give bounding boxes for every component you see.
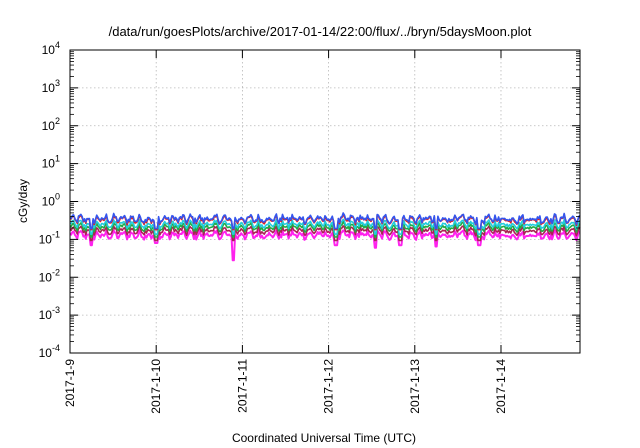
series-line <box>69 228 581 262</box>
y-tick-label: 10-2 <box>39 267 60 284</box>
x-tick-labels: 2017-1-9 2017-1-10 2017-1-11 2017-1-12 2017-… <box>63 359 508 414</box>
x-axis-label: Coordinated Universal Time (UTC) <box>232 431 416 445</box>
y-tick-label: 100 <box>42 192 60 209</box>
x-tick-label: 2017-1-11 <box>235 359 249 413</box>
y-axis-label: cGy/day <box>16 179 30 223</box>
y-tick-label: 10-1 <box>39 229 60 246</box>
series-line <box>69 212 581 230</box>
series-line <box>69 218 581 235</box>
series-line <box>69 224 581 242</box>
ticks <box>69 49 580 354</box>
x-tick-label: 2017-1-14 <box>494 359 508 414</box>
x-tick-label: 2017-1-12 <box>322 359 336 414</box>
y-tick-label: 10-3 <box>39 305 60 322</box>
x-tick-label: 2017-1-9 <box>63 359 77 407</box>
y-tick-label: 103 <box>42 78 60 95</box>
y-tick-label: 10-4 <box>39 343 60 360</box>
y-tick-label: 102 <box>42 116 60 133</box>
series-layer <box>69 212 581 262</box>
x-tick-label: 2017-1-13 <box>408 359 422 414</box>
y-tick-labels: 10-4 10-3 10-2 10-1 100 101 102 103 104 <box>39 40 60 360</box>
y-tick-label: 101 <box>42 154 60 171</box>
x-tick-label: 2017-1-10 <box>149 359 163 414</box>
chart-title: /data/run/goesPlots/archive/2017-01-14/2… <box>109 24 532 39</box>
y-tick-label: 104 <box>42 40 60 57</box>
